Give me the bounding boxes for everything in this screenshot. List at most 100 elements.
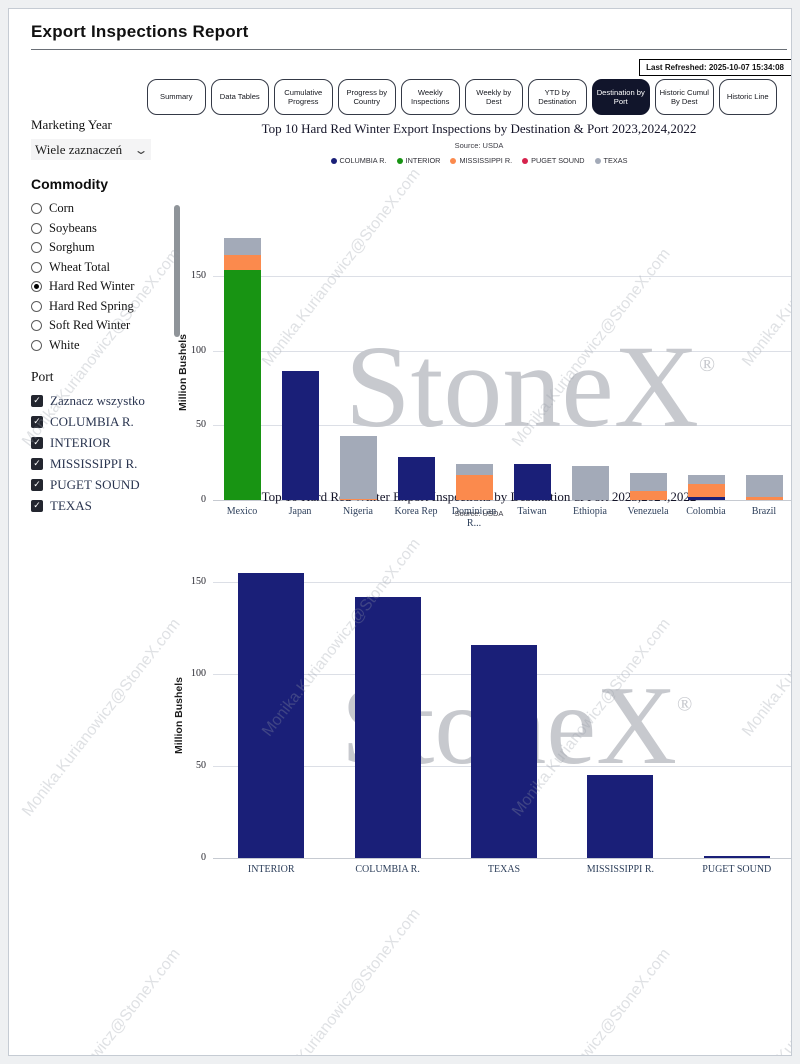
bar-segment-mississippi-r-[interactable] — [687, 483, 725, 498]
bar-korea-rep[interactable] — [397, 456, 435, 500]
y-tick-100: 100 — [191, 668, 206, 680]
bar-puget-sound[interactable] — [703, 856, 770, 858]
bar-segment[interactable] — [471, 644, 537, 858]
tab-progress-by-country[interactable]: Progress by Country — [337, 79, 396, 115]
bar-segment-columbia-r-[interactable] — [687, 497, 725, 500]
y-tick-0: 0 — [201, 494, 206, 505]
chart1-title: Top 10 Hard Red Winter Export Inspection… — [261, 121, 697, 136]
gridline-y-50 — [213, 425, 791, 427]
x-label-mississippi-r-: MISSISSIPPI R. — [586, 864, 655, 875]
legend-item-puget-sound[interactable]: PUGET SOUND — [522, 156, 585, 165]
radio-icon[interactable] — [31, 320, 42, 332]
port-option-columbia-r-[interactable]: ✓ COLUMBIA R. — [31, 411, 166, 432]
bar-venezuela[interactable] — [629, 473, 667, 500]
legend-item-interior[interactable]: INTERIOR — [396, 156, 441, 165]
legend-item-texas[interactable]: TEXAS — [594, 156, 627, 165]
bar-segment-texas[interactable] — [455, 464, 493, 475]
radio-selected-icon[interactable] — [31, 281, 42, 293]
commodity-option-sorghum[interactable]: Sorghum — [31, 238, 166, 258]
legend-item-columbia-r-[interactable]: COLUMBIA R. — [330, 156, 387, 165]
radio-icon[interactable] — [31, 261, 42, 273]
bar-segment-texas[interactable] — [339, 435, 377, 499]
bar-segment-mississippi-r-[interactable] — [629, 491, 667, 500]
bar-segment-mississippi-r-[interactable] — [339, 498, 377, 500]
bar-japan[interactable] — [281, 371, 319, 500]
bar-columbia-r-[interactable] — [354, 597, 421, 858]
bar-interior[interactable] — [238, 573, 305, 858]
bar-segment[interactable] — [587, 775, 654, 858]
checkbox-checked-icon[interactable]: ✓ — [31, 415, 43, 428]
commodity-option-corn[interactable]: Corn — [31, 199, 166, 219]
chart-by-port-bar: Top 10 Hard Red Winter Export Inspection… — [161, 489, 791, 875]
checkbox-checked-icon[interactable]: ✓ — [31, 499, 43, 512]
bar-segment-texas[interactable] — [223, 238, 261, 255]
commodity-option-hard-red-spring[interactable]: Hard Red Spring — [31, 297, 166, 317]
gridline-y-150 — [213, 582, 791, 584]
bar-mexico[interactable] — [223, 238, 261, 500]
port-option-puget-sound[interactable]: ✓ PUGET SOUND — [31, 474, 166, 495]
tab-weekly-by-dest[interactable]: Weekly by Dest — [464, 79, 523, 115]
marketing-year-value: Wiele zaznaczeń — [35, 141, 123, 157]
bar-segment-texas[interactable] — [687, 474, 725, 484]
bar-nigeria[interactable] — [339, 435, 377, 500]
bar-mississippi-r-[interactable] — [587, 775, 654, 858]
bar-segment-columbia-r-[interactable] — [281, 371, 319, 500]
radio-icon[interactable] — [31, 339, 42, 351]
port-option-mississippi-r-[interactable]: ✓ MISSISSIPPI R. — [31, 453, 166, 474]
tab-summary[interactable]: Summary — [147, 79, 206, 115]
checkbox-checked-icon[interactable]: ✓ — [31, 478, 43, 491]
tab-ytd-by-destination[interactable]: YTD by Destination — [528, 79, 587, 115]
tab-historic-cumul-by-dest[interactable]: Historic Cumul By Dest — [655, 79, 714, 115]
x-label-ethiopia: Ethiopia — [573, 506, 607, 517]
bar-segment-texas[interactable] — [571, 465, 609, 500]
radio-icon[interactable] — [31, 300, 42, 312]
x-label-taiwan: Taiwan — [517, 506, 547, 517]
radio-icon[interactable] — [31, 242, 42, 254]
port-option-label: PUGET SOUND — [50, 476, 140, 492]
tab-cumulative-progress[interactable]: Cumulative Progress — [274, 79, 333, 115]
bar-segment-interior[interactable] — [223, 269, 261, 500]
bar-segment-texas[interactable] — [629, 473, 667, 492]
bar-taiwan[interactable] — [513, 464, 551, 500]
diagonal-watermark-text: Monika.Kurianowicz@StoneX.com — [259, 905, 424, 1055]
bar-segment-texas[interactable] — [745, 474, 783, 498]
bar-segment[interactable] — [238, 573, 305, 858]
x-label-dominican-r-: Dominican R... — [451, 506, 497, 529]
report-header: Export Inspections Report — [9, 9, 791, 50]
bar-segment-mississippi-r-[interactable] — [745, 497, 783, 500]
tab-weekly-inspections[interactable]: Weekly Inspections — [401, 79, 460, 115]
commodity-option-hard-red-winter[interactable]: Hard Red Winter — [31, 277, 166, 297]
port-option-interior[interactable]: ✓ INTERIOR — [31, 432, 166, 453]
radio-icon[interactable] — [31, 222, 42, 234]
marketing-year-dropdown[interactable]: Wiele zaznaczeń ⌄ — [31, 139, 151, 160]
bar-brazil[interactable] — [745, 474, 783, 500]
checkbox-checked-icon[interactable]: ✓ — [31, 457, 43, 470]
commodity-option-soft-red-winter[interactable]: Soft Red Winter — [31, 316, 166, 336]
last-refreshed-badge: Last Refreshed: 2025-10-07 15:34:08 — [639, 59, 791, 76]
commodity-scrollbar[interactable] — [174, 205, 180, 337]
commodity-option-white[interactable]: White — [31, 336, 166, 356]
tab-data-tables[interactable]: Data Tables — [210, 79, 269, 115]
bar-segment-mississippi-r-[interactable] — [455, 474, 493, 500]
bar-dominican-r-[interactable] — [455, 464, 493, 500]
bar-segment-columbia-r-[interactable] — [513, 464, 551, 500]
checkbox-checked-icon[interactable]: ✓ — [31, 394, 43, 407]
commodity-option-label: Sorghum — [49, 240, 95, 255]
commodity-option-wheat-total[interactable]: Wheat Total — [31, 258, 166, 278]
tab-destination-by-port[interactable]: Destination by Port — [591, 79, 650, 115]
bar-segment[interactable] — [354, 597, 421, 858]
commodity-option-soybeans[interactable]: Soybeans — [31, 219, 166, 239]
bar-segment-mississippi-r-[interactable] — [223, 254, 261, 270]
bar-texas[interactable] — [471, 644, 537, 858]
tab-historic-line[interactable]: Historic Line — [718, 79, 777, 115]
bar-segment-columbia-r-[interactable] — [397, 456, 435, 500]
bar-ethiopia[interactable] — [571, 465, 609, 500]
radio-icon[interactable] — [31, 203, 42, 215]
legend-label: INTERIOR — [405, 156, 441, 165]
bar-segment[interactable] — [703, 856, 770, 858]
legend-item-mississippi-r-[interactable]: MISSISSIPPI R. — [450, 156, 512, 165]
checkbox-checked-icon[interactable]: ✓ — [31, 436, 43, 449]
bar-colombia[interactable] — [687, 474, 725, 500]
port-option-texas[interactable]: ✓ TEXAS — [31, 495, 166, 516]
port-option-zaznacz-wszystko[interactable]: ✓ Zaznacz wszystko — [31, 390, 166, 411]
